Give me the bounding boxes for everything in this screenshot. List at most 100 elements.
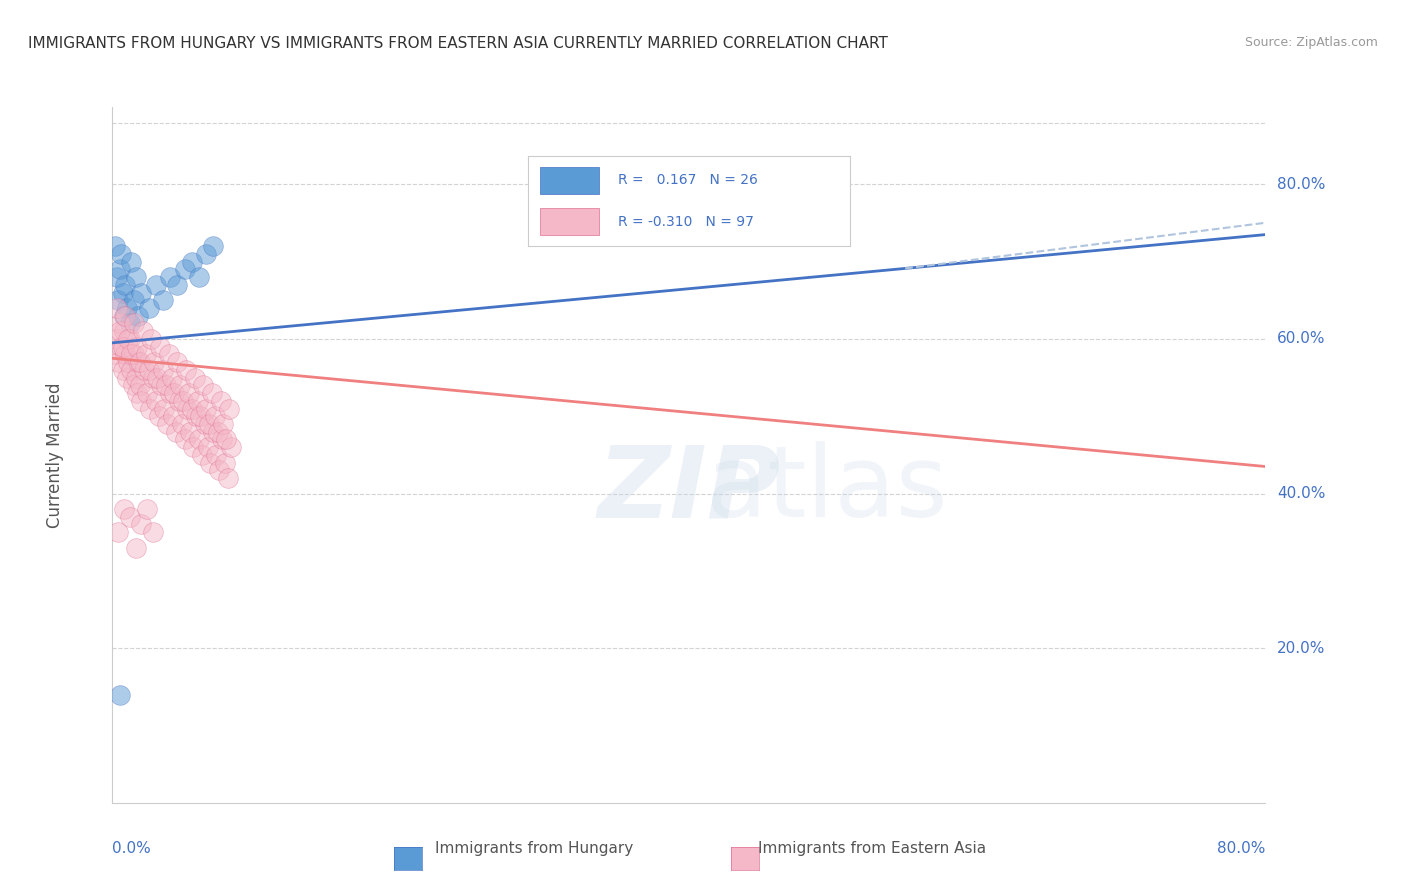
Point bbox=[163, 386, 186, 401]
Point bbox=[128, 355, 150, 369]
Point bbox=[142, 370, 165, 384]
Point bbox=[134, 363, 156, 377]
Point bbox=[162, 409, 184, 424]
Point bbox=[128, 378, 150, 392]
Point bbox=[188, 433, 211, 447]
Point bbox=[120, 363, 142, 377]
Point bbox=[138, 301, 160, 315]
Point bbox=[190, 409, 212, 424]
Point bbox=[176, 401, 198, 416]
Point bbox=[104, 347, 127, 361]
Point bbox=[143, 355, 166, 369]
Point bbox=[208, 463, 231, 477]
Point bbox=[107, 525, 129, 540]
Text: atlas: atlas bbox=[706, 442, 948, 538]
Point bbox=[120, 347, 142, 361]
Point bbox=[129, 517, 153, 532]
Point bbox=[195, 247, 218, 261]
Point bbox=[149, 340, 172, 354]
Point bbox=[198, 417, 221, 431]
Point bbox=[150, 378, 173, 392]
Point bbox=[114, 277, 136, 292]
Point bbox=[218, 401, 240, 416]
Point bbox=[152, 293, 174, 308]
Point bbox=[108, 262, 131, 277]
Point bbox=[186, 393, 208, 408]
Point bbox=[108, 324, 131, 338]
Point bbox=[170, 417, 193, 431]
Point bbox=[121, 378, 143, 392]
Point bbox=[107, 355, 129, 369]
Text: Immigrants from Eastern Asia: Immigrants from Eastern Asia bbox=[758, 841, 986, 856]
Text: Source: ZipAtlas.com: Source: ZipAtlas.com bbox=[1244, 36, 1378, 49]
Text: 0.0%: 0.0% bbox=[112, 841, 152, 856]
Point bbox=[179, 425, 201, 439]
Point bbox=[132, 324, 155, 338]
Point bbox=[115, 370, 138, 384]
Point bbox=[155, 378, 177, 392]
Point bbox=[139, 401, 162, 416]
Text: 40.0%: 40.0% bbox=[1277, 486, 1326, 501]
Point bbox=[166, 355, 188, 369]
Point bbox=[122, 293, 145, 308]
Point bbox=[194, 417, 217, 431]
Point bbox=[105, 301, 128, 315]
Point bbox=[165, 425, 187, 439]
Point bbox=[118, 317, 141, 331]
Point bbox=[188, 270, 211, 285]
Point bbox=[112, 309, 135, 323]
Point bbox=[129, 285, 153, 300]
Point bbox=[211, 433, 233, 447]
Point bbox=[173, 262, 195, 277]
Point bbox=[167, 393, 190, 408]
Point bbox=[104, 239, 127, 253]
Point bbox=[107, 293, 129, 308]
Point bbox=[108, 688, 131, 702]
Point bbox=[105, 270, 128, 285]
Point bbox=[110, 247, 132, 261]
Point bbox=[200, 456, 222, 470]
Point bbox=[169, 378, 191, 392]
Point bbox=[209, 393, 232, 408]
Point bbox=[160, 370, 183, 384]
Point bbox=[184, 409, 207, 424]
Point bbox=[122, 317, 145, 331]
Text: Immigrants from Hungary: Immigrants from Hungary bbox=[434, 841, 634, 856]
Point bbox=[183, 370, 205, 384]
Point bbox=[153, 401, 176, 416]
Point bbox=[120, 254, 142, 268]
Point bbox=[207, 425, 229, 439]
Point bbox=[117, 355, 139, 369]
Point bbox=[205, 448, 228, 462]
Text: ZIP: ZIP bbox=[598, 442, 780, 538]
Point bbox=[212, 417, 235, 431]
Point bbox=[166, 277, 188, 292]
Point bbox=[159, 270, 181, 285]
Point bbox=[124, 370, 146, 384]
Point bbox=[110, 340, 132, 354]
Point bbox=[125, 386, 148, 401]
Point bbox=[217, 471, 239, 485]
Point bbox=[108, 317, 131, 331]
Point bbox=[124, 541, 146, 555]
Point bbox=[125, 340, 148, 354]
Text: IMMIGRANTS FROM HUNGARY VS IMMIGRANTS FROM EASTERN ASIA CURRENTLY MARRIED CORREL: IMMIGRANTS FROM HUNGARY VS IMMIGRANTS FR… bbox=[28, 36, 889, 51]
Text: 20.0%: 20.0% bbox=[1277, 640, 1326, 656]
Point bbox=[111, 340, 134, 354]
Point bbox=[136, 386, 159, 401]
Point bbox=[202, 239, 225, 253]
Point bbox=[172, 393, 194, 408]
Point bbox=[112, 324, 135, 338]
Point bbox=[136, 502, 159, 516]
Point bbox=[105, 332, 128, 346]
Point bbox=[141, 332, 163, 346]
Point bbox=[127, 355, 149, 369]
Point bbox=[180, 401, 202, 416]
Text: 80.0%: 80.0% bbox=[1218, 841, 1265, 856]
Point bbox=[174, 363, 197, 377]
Point bbox=[195, 401, 218, 416]
Point bbox=[124, 270, 146, 285]
Point bbox=[215, 433, 238, 447]
Point bbox=[201, 386, 224, 401]
Point bbox=[173, 433, 195, 447]
